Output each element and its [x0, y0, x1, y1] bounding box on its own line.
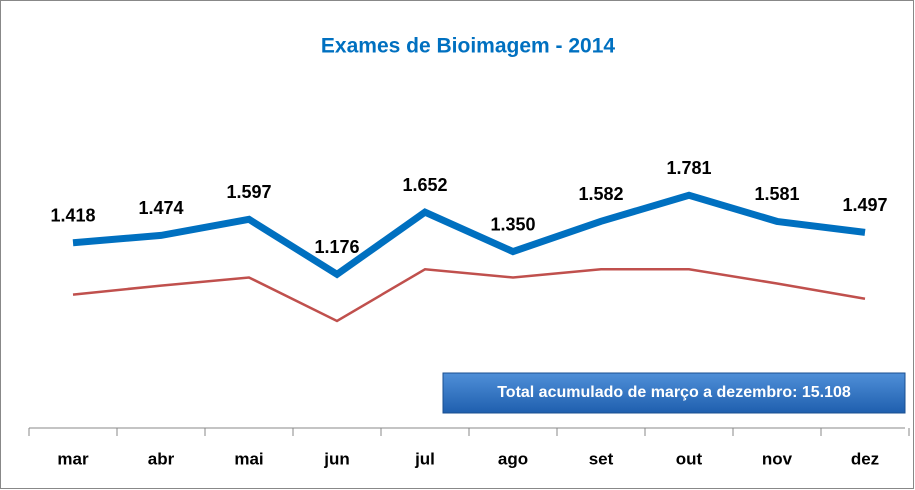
x-tick-label: set [589, 449, 614, 468]
line-series [72, 191, 866, 279]
data-label: 1.418 [50, 205, 95, 225]
line-series [72, 267, 866, 323]
data-label: 1.474 [138, 198, 183, 218]
data-label: 1.597 [226, 182, 271, 202]
x-tick-label: nov [762, 449, 793, 468]
data-label: 1.581 [754, 184, 799, 204]
x-tick-label: abr [148, 449, 175, 468]
data-label: 1.781 [666, 158, 711, 178]
x-tick-label: ago [498, 449, 528, 468]
annotation: Total acumulado de março a dezembro: 15.… [497, 384, 851, 401]
x-tick-label: jul [414, 449, 435, 468]
data-label: 1.582 [578, 184, 623, 204]
x-tick-label: out [676, 449, 703, 468]
x-tick-label: mar [57, 449, 89, 468]
data-label: 1.497 [842, 195, 887, 215]
chart-title: Exames de Bioimagem - 2014 [321, 35, 615, 58]
annotation-box [442, 372, 906, 414]
data-label: 1.176 [314, 237, 359, 257]
data-label: 1.350 [490, 214, 535, 234]
x-tick-label: dez [851, 449, 879, 468]
x-tick-label: jun [323, 449, 350, 468]
data-label: 1.652 [402, 175, 447, 195]
x-tick-label: mai [234, 449, 263, 468]
